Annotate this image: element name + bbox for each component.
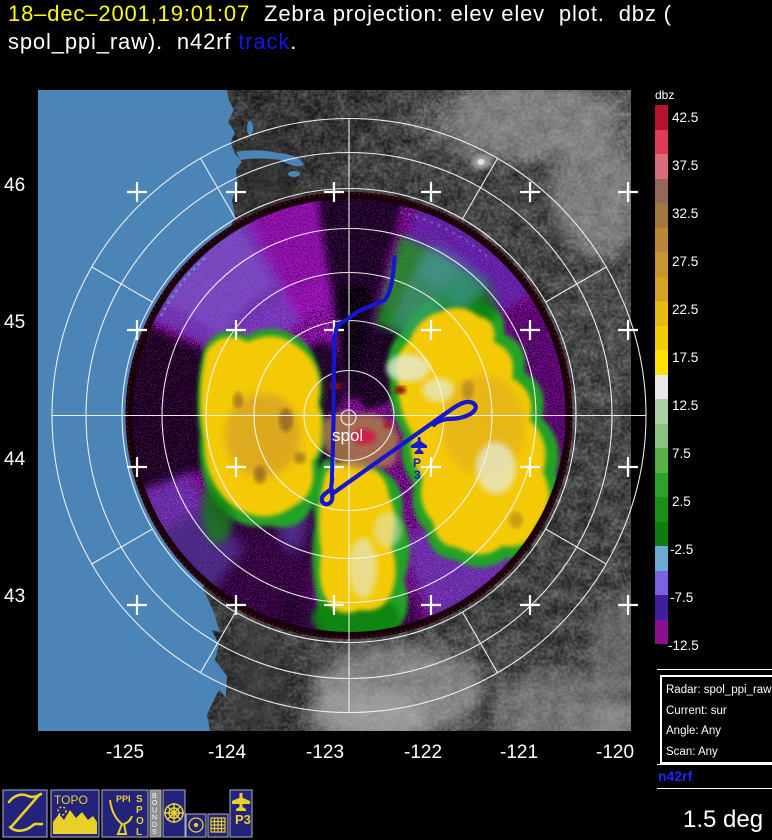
svg-text:P: P (136, 805, 143, 816)
svg-text:S: S (136, 794, 143, 805)
svg-text:N: N (152, 815, 157, 822)
svg-text:spol: spol (332, 426, 363, 445)
svg-text:D: D (152, 822, 157, 829)
svg-text:O: O (136, 816, 144, 827)
svg-text:B: B (152, 793, 157, 800)
svg-text:3: 3 (414, 468, 421, 482)
svg-text:TOPO: TOPO (54, 793, 88, 807)
svg-text:P3: P3 (235, 812, 251, 827)
svg-text:P: P (413, 456, 421, 470)
svg-text:PPI: PPI (116, 794, 131, 804)
svg-text:S: S (152, 829, 157, 836)
svg-text:L: L (136, 827, 142, 838)
svg-text:U: U (152, 807, 157, 814)
svg-text:O: O (152, 800, 158, 807)
